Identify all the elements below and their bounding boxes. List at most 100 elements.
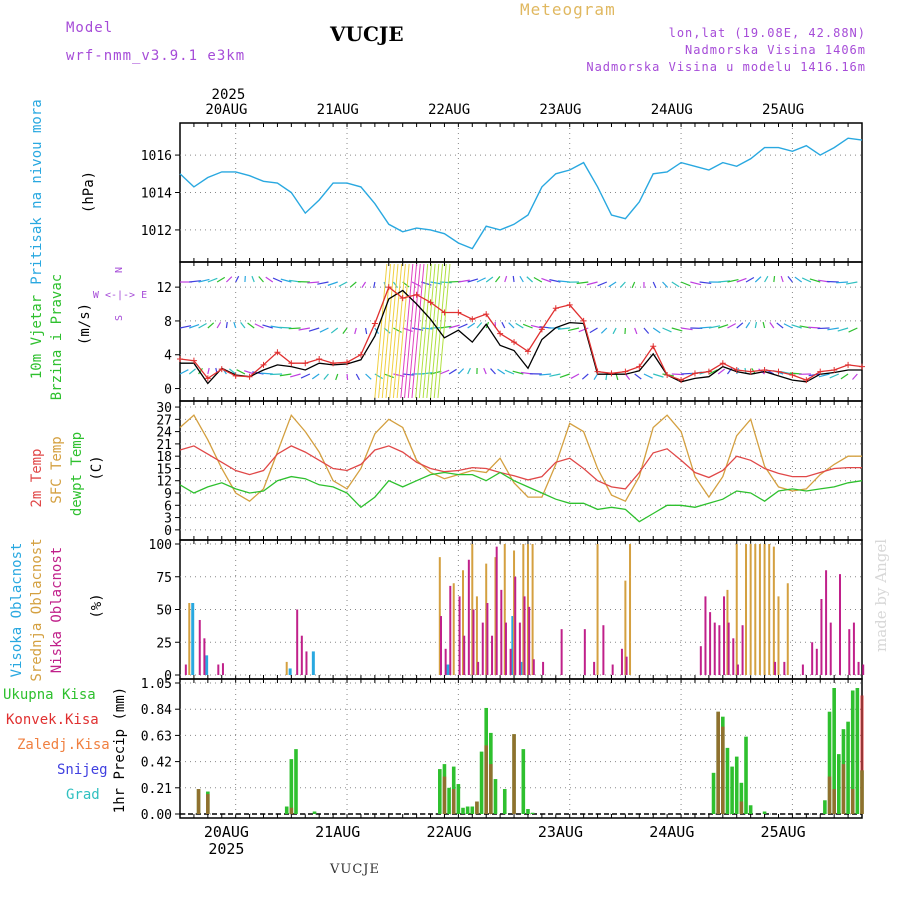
panel-frame [179, 400, 863, 541]
y-tick-label: 30 [156, 401, 172, 416]
wind-gust-marker [399, 295, 406, 302]
wind-arrow [764, 275, 769, 283]
y-tick-label: 12 [156, 475, 172, 490]
compass-north: N [114, 267, 125, 273]
wind-arrow [508, 322, 515, 329]
precip-total-bar [521, 749, 526, 814]
wind-gust-marker [288, 360, 295, 367]
legend-konvek-kisa: Konvek.Kisa [6, 712, 99, 728]
precip-total-bar [470, 806, 475, 814]
wind-arrow [512, 275, 515, 283]
wind-gust-marker [831, 366, 838, 373]
wind-arrow [381, 263, 395, 399]
wind-arrow [179, 325, 192, 329]
bottom-day-label: 22AUG [427, 823, 472, 841]
wind-gust-marker [469, 316, 476, 323]
y-tick-label: 1012 [141, 224, 172, 239]
wind-arrow [258, 276, 264, 283]
top-day-label: 24AUG [651, 102, 693, 118]
precip-total-bar [447, 787, 451, 814]
wind-arrow [189, 323, 200, 329]
wind-speed-line [180, 289, 862, 385]
wind-arrow [225, 321, 228, 329]
wind-gust-marker [608, 370, 615, 377]
wind-arrow [581, 373, 589, 380]
wind-arrow [745, 321, 751, 329]
wind-gust-marker [246, 373, 253, 380]
top-day-label: 20AUG [205, 102, 247, 118]
top-day-label: 25AUG [762, 102, 804, 118]
y-tick-label: 0.63 [141, 729, 172, 744]
wind-arrow [530, 324, 543, 329]
wind-arrow [773, 275, 776, 283]
wind-arrow [439, 281, 452, 284]
wind-arrow [515, 322, 524, 329]
wind-label-1: 10m Vjetar [29, 295, 45, 379]
wind-arrow [188, 368, 196, 375]
wind-arrow [780, 275, 784, 283]
wind-arrow [393, 327, 402, 333]
precip-total-bar [823, 800, 827, 814]
precip-conv-bar [850, 789, 855, 814]
wind-arrow [355, 373, 360, 381]
lonlat-label: lon,lat (19.08E, 42.88N) [668, 26, 866, 40]
wind-arrow [754, 276, 762, 283]
watermark: made by Angel [872, 538, 890, 652]
precip-total-bar [502, 789, 507, 814]
wind-arrow [827, 327, 839, 331]
wind-gust-marker [664, 372, 671, 379]
wind-gust-marker [232, 372, 239, 379]
wind-gust-marker [803, 377, 810, 384]
wind-gust-marker [385, 284, 392, 291]
wind-arrow [783, 323, 793, 329]
wind-arrow [504, 369, 515, 375]
wind-arrow [467, 367, 471, 375]
wind-gust-marker [705, 368, 712, 375]
sfc-temp-line [179, 413, 862, 503]
wind-arrow [539, 373, 552, 376]
wind-arrow [311, 373, 320, 380]
y-tick-label: 25 [156, 636, 172, 651]
y-tick-label: 9 [164, 487, 172, 502]
wind-arrow [422, 263, 436, 399]
y-tick-label: 27 [156, 413, 172, 428]
wind-arrow [421, 327, 434, 330]
wind-gust-marker [594, 368, 601, 375]
wind-arrow [680, 281, 691, 287]
wind-gust-marker [455, 309, 462, 316]
wind-arrow [330, 327, 339, 334]
model-elevation-label: Nadmorska Visina u modelu 1416.16m [586, 60, 866, 74]
wind-gust-marker [622, 368, 629, 375]
wind-arrow [485, 276, 494, 283]
wind-arrow [576, 281, 589, 285]
wind-arrow [392, 281, 398, 288]
precip-total-bar [850, 690, 855, 814]
y-tick-label: 4 [164, 349, 172, 364]
wind-gust-marker [357, 351, 364, 358]
precip-total-bar [438, 769, 442, 814]
precip-conv-bar [289, 807, 294, 814]
wind-arrow [762, 321, 766, 329]
wind-arrow [845, 281, 858, 285]
precip-total-bar [837, 754, 841, 814]
wind-gust-marker [580, 317, 587, 324]
wind-arrow [426, 263, 440, 399]
precip-total-bar [289, 759, 294, 814]
wind-arrow [653, 373, 664, 378]
wind-arrow [680, 327, 693, 331]
precip-total-bar [465, 806, 470, 814]
precip-total-bar [730, 766, 734, 814]
top-day-label: 21AUG [317, 102, 359, 118]
cloud-high-label: Visoka Oblacnost [9, 543, 25, 678]
wind-arrow [225, 276, 233, 283]
top-year-label: 2025 [212, 87, 246, 103]
wind-arrow [458, 279, 470, 283]
wind-arrow [570, 373, 580, 379]
wind-arrow [476, 322, 483, 329]
precip-total-bar [711, 772, 716, 814]
precip-conv-bar [475, 801, 479, 814]
wind-arrow [240, 322, 246, 329]
wind-gust-marker [330, 360, 337, 367]
wind-arrow [364, 327, 368, 335]
precip-total-bar [832, 687, 836, 814]
